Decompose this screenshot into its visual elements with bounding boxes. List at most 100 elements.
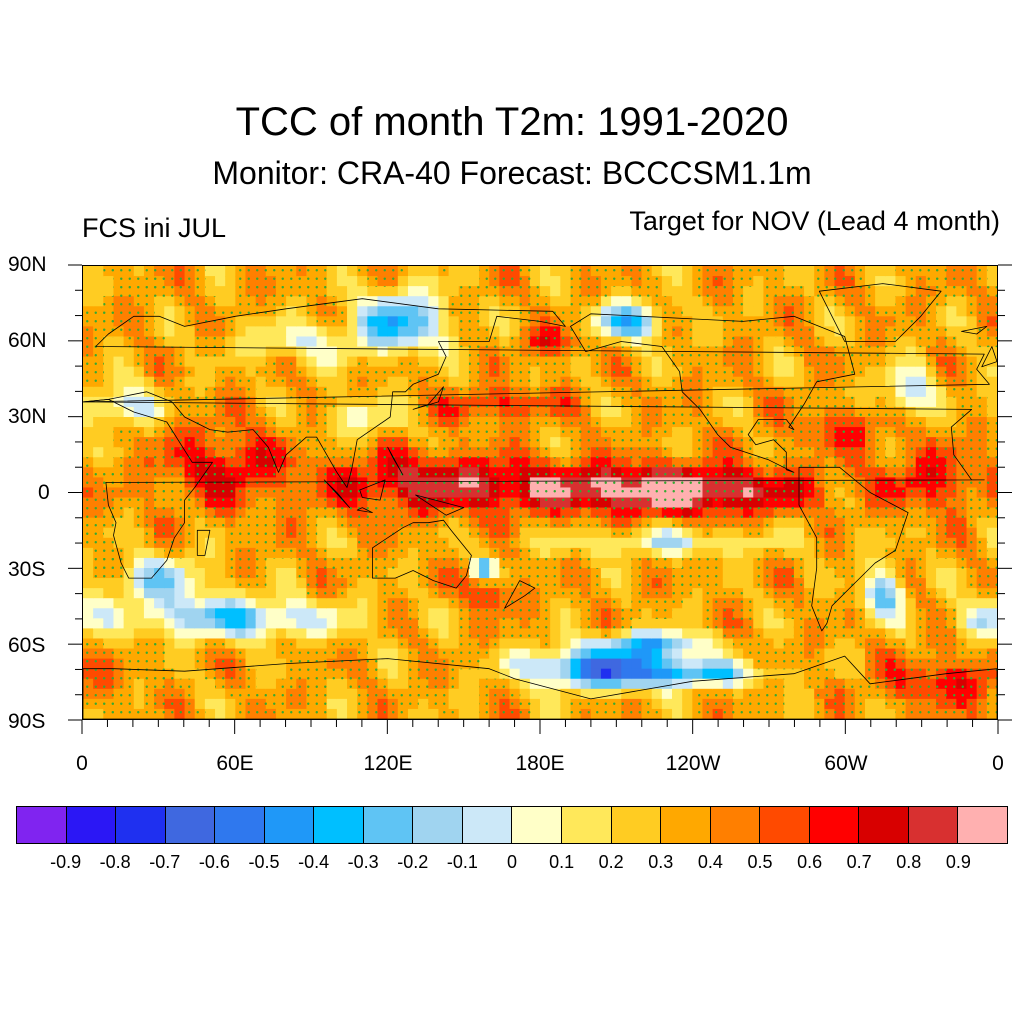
significance-stipple xyxy=(357,678,368,690)
field-cell xyxy=(864,588,876,599)
field-cell xyxy=(844,497,856,509)
significance-stipple xyxy=(347,568,358,579)
field-cell xyxy=(286,588,297,599)
field-cell xyxy=(316,346,328,358)
field-cell xyxy=(509,638,521,650)
field-cell xyxy=(225,638,236,650)
field-cell xyxy=(753,286,765,297)
field-cell xyxy=(641,688,653,700)
field-cell xyxy=(357,417,368,428)
field-cell xyxy=(357,437,368,448)
significance-stipple xyxy=(123,487,135,499)
field-cell xyxy=(631,547,643,559)
lon-label-60e: 60E xyxy=(216,752,254,775)
field-cell xyxy=(864,527,876,539)
field-cell xyxy=(245,588,257,599)
field-cell xyxy=(194,598,206,609)
significance-stipple xyxy=(113,266,125,277)
field-cell xyxy=(133,698,145,710)
significance-stipple xyxy=(235,447,247,458)
significance-stipple xyxy=(225,457,236,468)
field-cell xyxy=(570,537,582,549)
field-cell xyxy=(133,376,145,388)
significance-stipple xyxy=(164,517,175,529)
field-cell xyxy=(692,598,704,609)
field-cell xyxy=(621,688,632,700)
field-cell xyxy=(204,628,216,640)
field-cell xyxy=(753,588,765,599)
field-cell xyxy=(154,588,165,599)
field-cell xyxy=(529,648,541,660)
significance-stipple xyxy=(154,668,165,680)
field-cell xyxy=(651,628,663,640)
field-cell xyxy=(611,417,622,428)
significance-stipple xyxy=(347,668,358,680)
field-cell xyxy=(682,296,693,307)
field-cell xyxy=(326,286,338,297)
field-cell xyxy=(550,276,561,287)
significance-stipple xyxy=(143,296,155,307)
field-cell xyxy=(265,678,277,690)
field-cell xyxy=(672,648,683,660)
significance-stipple xyxy=(357,366,368,378)
field-cell xyxy=(682,286,693,297)
significance-stipple xyxy=(377,547,389,559)
significance-stipple xyxy=(225,467,236,478)
field-cell xyxy=(966,638,978,650)
significance-stipple xyxy=(326,497,338,509)
field-cell xyxy=(103,457,115,468)
field-cell xyxy=(672,557,683,569)
significance-stipple xyxy=(93,316,104,327)
significance-stipple xyxy=(215,316,226,327)
significance-stipple xyxy=(83,698,94,710)
field-cell xyxy=(509,306,521,317)
field-cell xyxy=(316,608,328,619)
field-cell xyxy=(194,356,206,368)
field-cell xyxy=(387,356,399,368)
field-cell xyxy=(722,406,734,418)
significance-stipple xyxy=(225,527,236,539)
field-cell xyxy=(682,708,693,719)
significance-stipple xyxy=(123,497,135,509)
field-cell xyxy=(468,688,480,700)
field-cell xyxy=(560,598,572,609)
field-cell xyxy=(367,598,379,609)
field-cell xyxy=(397,417,409,428)
field-cell xyxy=(885,557,897,569)
field-cell xyxy=(702,658,714,670)
lat-label-60n: 60N xyxy=(8,329,47,352)
field-cell xyxy=(600,688,612,700)
significance-stipple xyxy=(133,437,145,448)
significance-stipple xyxy=(184,688,196,700)
field-cell xyxy=(905,366,917,378)
field-cell xyxy=(407,346,419,358)
lat-label-30s: 30S xyxy=(8,558,46,581)
significance-stipple xyxy=(143,447,155,458)
field-cell xyxy=(692,588,704,599)
field-cell xyxy=(560,608,572,619)
field-cell xyxy=(682,447,693,458)
significance-stipple xyxy=(83,678,94,690)
field-cell xyxy=(316,336,328,348)
field-cell xyxy=(265,608,277,619)
significance-stipple xyxy=(225,557,236,569)
significance-stipple xyxy=(306,497,318,509)
field-cell xyxy=(499,316,511,327)
significance-stipple xyxy=(296,497,308,509)
field-cell xyxy=(925,557,937,569)
field-cell xyxy=(814,296,825,307)
field-cell xyxy=(885,537,897,549)
significance-stipple xyxy=(387,487,399,499)
field-cell xyxy=(946,417,957,428)
field-cell xyxy=(336,427,348,438)
field-cell xyxy=(560,678,572,690)
significance-stipple xyxy=(387,527,399,539)
significance-stipple xyxy=(83,366,94,378)
significance-stipple xyxy=(164,366,175,378)
field-cell xyxy=(255,326,267,338)
field-cell xyxy=(590,547,602,559)
field-cell xyxy=(204,356,216,368)
significance-stipple xyxy=(245,477,257,489)
significance-stipple xyxy=(357,668,368,680)
field-cell xyxy=(448,628,460,640)
